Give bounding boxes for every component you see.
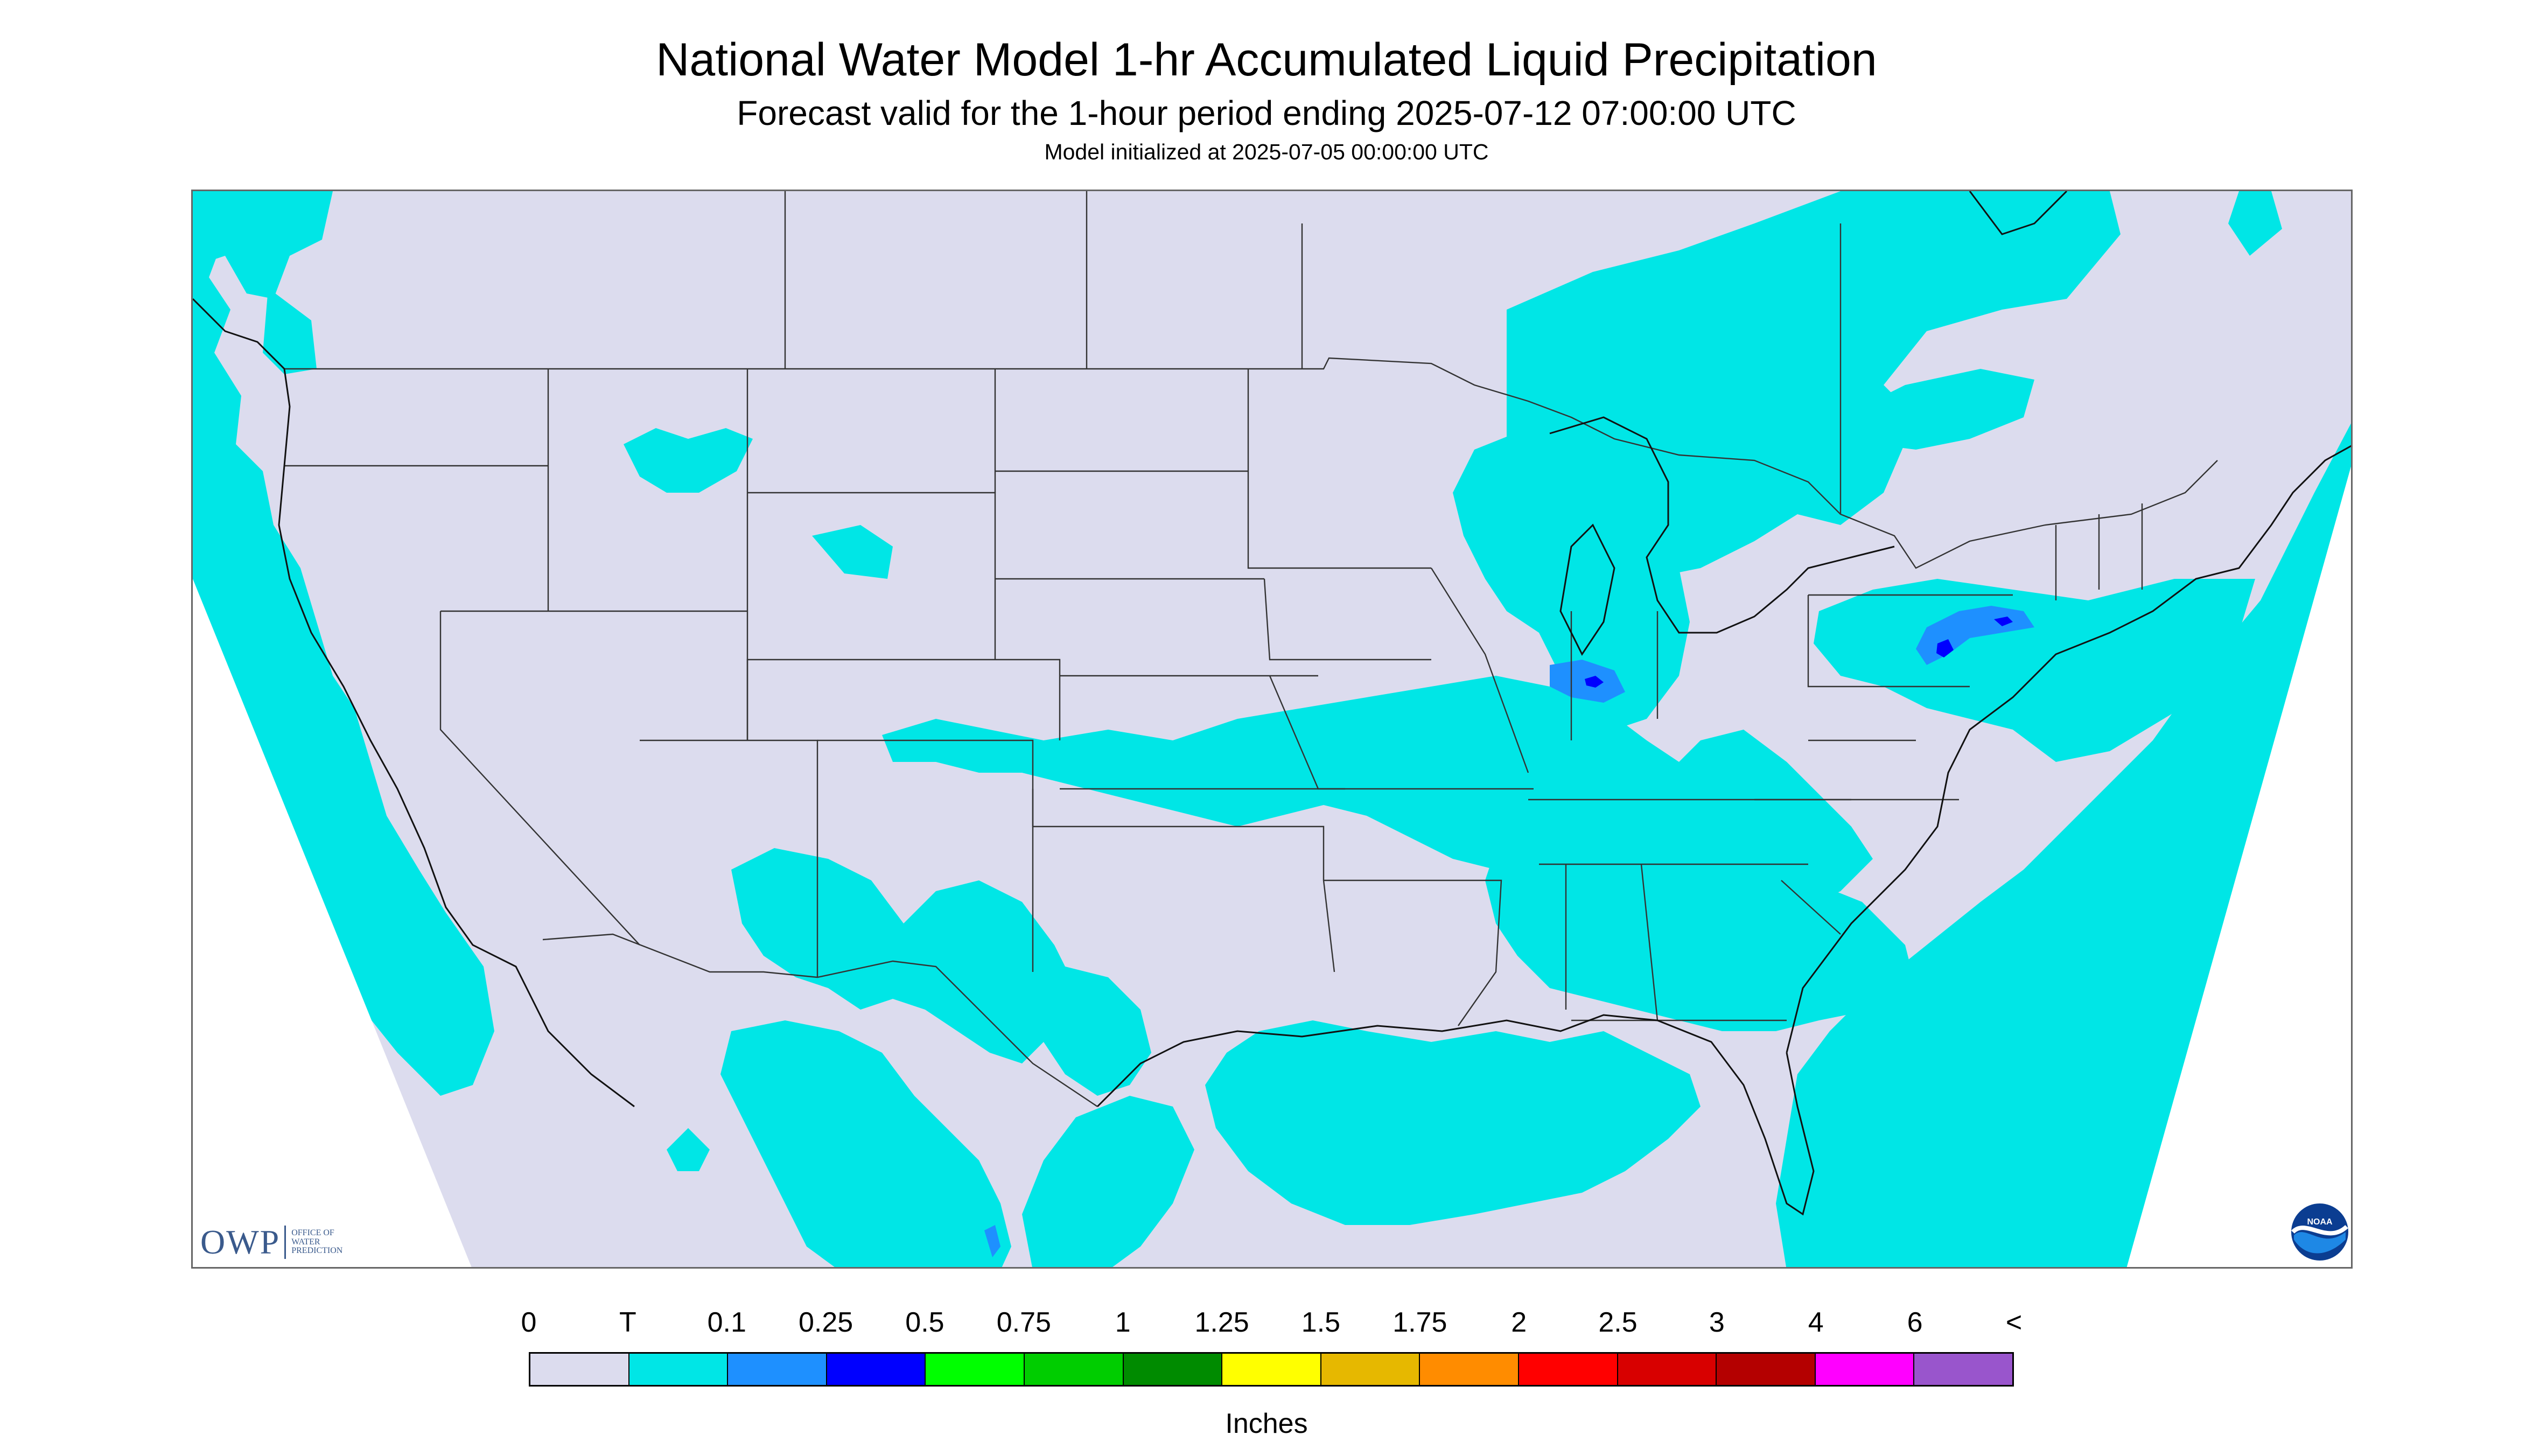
precip-area-gulf-west [1022,1096,1194,1267]
precip-light-mexico [984,1225,1000,1257]
precip-heavy-pennsylvania [1936,639,1954,657]
legend-swatch [629,1354,729,1385]
legend-swatch [1914,1354,2012,1385]
precip-heavy-pennsylvania-n [1994,617,2013,626]
precip-area-montana [624,428,753,493]
state-line-nm [817,739,1034,972]
legend-swatch [1815,1354,1915,1385]
legend-swatch [926,1354,1025,1385]
precip-area-pnw [193,191,333,299]
noaa-logo-text: NOAA [2307,1217,2333,1227]
legend-tick-label: 1.75 [1393,1307,1447,1338]
legend-tick-label: T [619,1307,636,1338]
legend-tick-label: 4 [1808,1307,1824,1338]
owp-subtext-line: OFFICE OF [291,1228,334,1237]
state-line-mn [1247,369,1431,569]
coastlines [193,191,2351,1216]
map-subtitle: Forecast valid for the 1-hour period end… [737,94,1796,132]
owp-logo: OWP OFFICE OF WATER PREDICTION [200,1222,342,1262]
legend-units: Inches [1225,1408,1308,1439]
legend-tick-label: 0.1 [707,1307,746,1338]
legend-color-bar [529,1352,2014,1387]
legend-swatch [1123,1354,1223,1385]
precip-area-pacific [193,191,494,1096]
us-mexico-border [542,933,1098,1107]
precip-area-southeast [1485,805,1916,1031]
map-title: National Water Model 1-hr Accumulated Li… [656,34,1877,86]
legend-swatch [1222,1354,1321,1385]
precip-area-mexico [720,1020,1011,1267]
atlantic-coastline [1786,445,2351,1053]
state-line-new-england [2055,503,2143,600]
precip-area-quebec [1841,369,2034,450]
legend-tick-label: 0.5 [905,1307,944,1338]
pacific-coastline [193,298,635,1108]
precip-heavy-indiana [1585,676,1604,688]
state-line-ne-ks [1060,675,1345,790]
model-init-line: Model initialized at 2025-07-05 00:00:00… [1044,139,1489,164]
precip-heavy-areas [1585,617,2013,688]
legend-swatch [827,1354,926,1385]
legend-tick-label: 0.25 [798,1307,853,1338]
legend-swatch [1618,1354,1717,1385]
state-line-wi-il [1430,568,1529,773]
legend-swatch [1717,1354,1816,1385]
precipitation-map [191,190,2353,1269]
legend-tick-label: 2.5 [1598,1307,1638,1338]
legend-swatch [1420,1354,1519,1385]
great-lakes-shore [1549,416,1895,634]
legend-tick-label: < [2005,1307,2023,1338]
legend-tick-label: 1 [1115,1307,1131,1338]
precip-area-wa-coast [263,288,317,374]
precip-area-sw-coast [667,1128,710,1171]
owp-subtext-line: WATER [291,1237,320,1247]
owp-subtext-line: PREDICTION [291,1246,343,1256]
legend-swatch [1519,1354,1618,1385]
legend-tick-label: 3 [1709,1307,1725,1338]
precip-area-ontario [1507,191,2121,579]
projection-mask-left [193,579,472,1267]
precip-area-michigan [1453,428,1690,730]
owp-logo-text: OWP [200,1223,281,1261]
owp-logo-subtext: OFFICE OF WATER PREDICTION [291,1228,343,1256]
legend-swatch [1321,1354,1421,1385]
legend-tick-label: 2 [1511,1307,1527,1338]
us-canada-border [284,357,2218,569]
legend-tick-label: 0 [521,1307,537,1338]
owp-logo-divider [284,1226,286,1259]
precip-area-northeast [1814,579,2255,762]
state-line-nd-sd [994,369,1264,580]
precip-area-hudson [2228,191,2282,256]
state-line-ia-mo [1263,578,1534,790]
precip-area-wyoming [812,525,893,579]
legend-tick-label: 1.25 [1194,1307,1249,1338]
legend-swatch [728,1354,827,1385]
state-line-ut-co [746,659,1061,740]
state-line-va-nc [1754,739,1959,801]
noaa-logo: NOAA [2290,1202,2349,1262]
gulf-coastline [1096,1014,1815,1216]
state-line-ca-nv [439,611,640,946]
political-boundaries [284,191,2218,1107]
state-line-ok-tx [1032,789,1335,972]
state-line-ar-la [1324,879,1502,1026]
precip-area-carib [1884,1160,1970,1236]
state-line-ms-al-ga [1565,864,1841,1021]
legend-tick-label: 1.5 [1301,1307,1341,1338]
hudson-bay-shore [1969,191,2068,235]
state-line-pa-ny [1807,594,2013,688]
precip-area-mexico-east [1033,967,1151,1096]
legend-swatch [1024,1354,1124,1385]
legend-tick-label: 6 [1907,1307,1923,1338]
legend-tick-label: 0.75 [996,1307,1051,1338]
legend-swatch [530,1354,629,1385]
precip-area-gulf [1205,1020,1701,1225]
lake-michigan-shore [1559,523,1615,656]
